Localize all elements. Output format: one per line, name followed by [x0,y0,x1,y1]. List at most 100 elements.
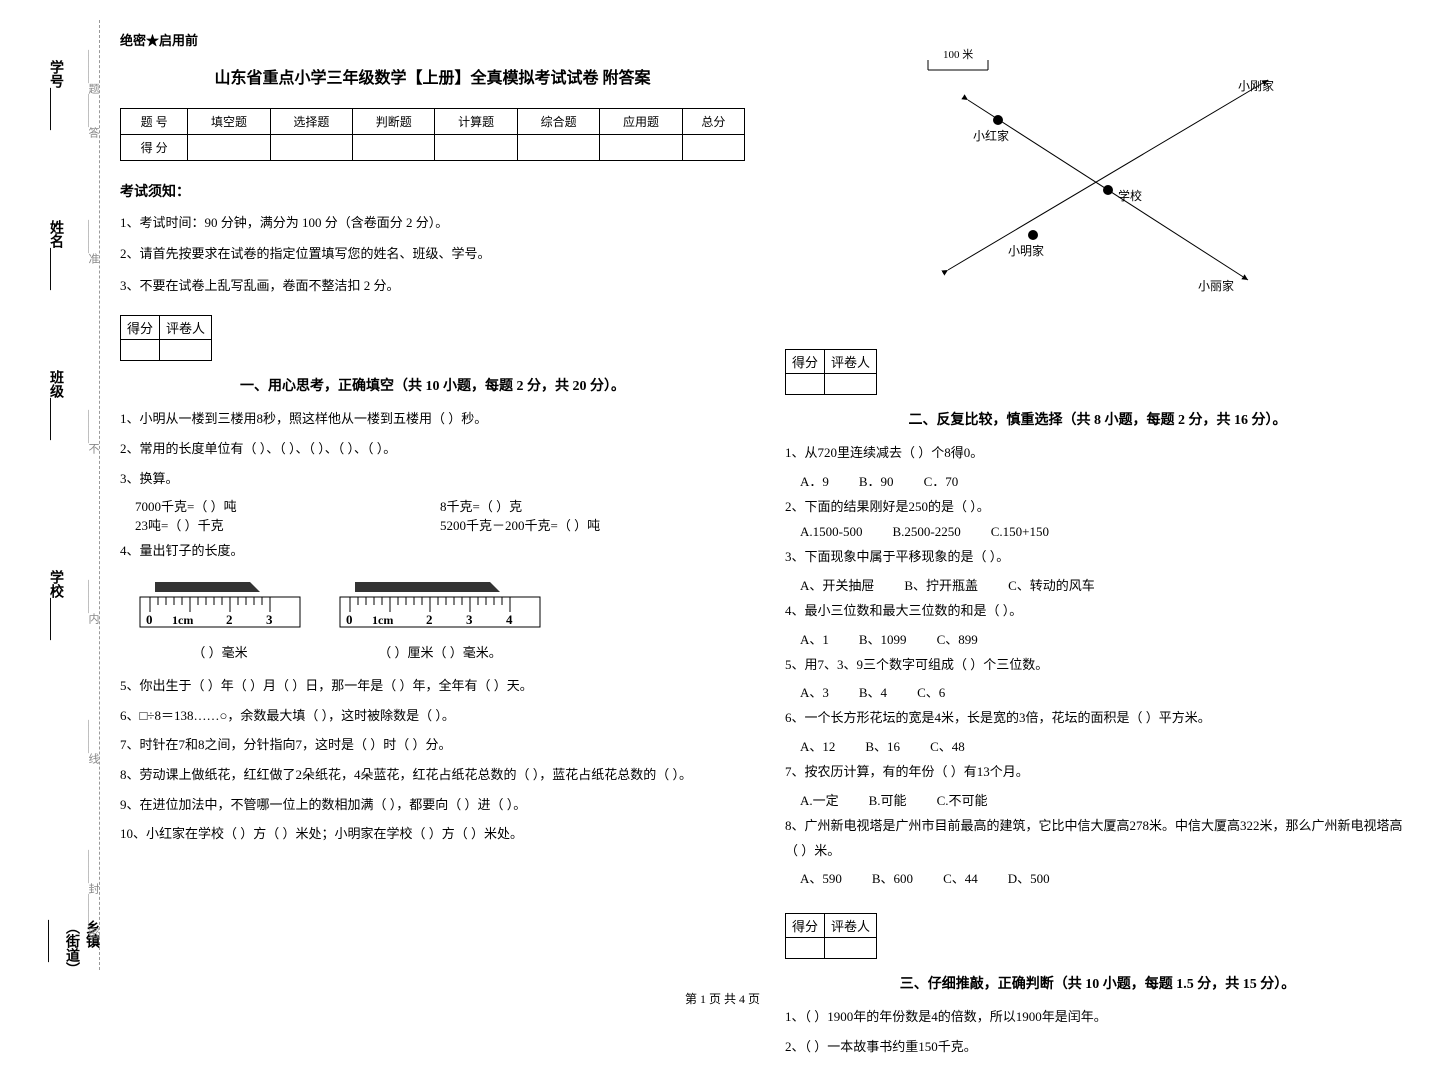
sidebar-label: 班级______ [45,370,65,440]
ruler-2: 0 1cm 2 3 4 （ ）厘米（ ）毫米。 [330,577,550,661]
opt: B、拧开瓶盖 [904,575,978,594]
svg-text:1cm: 1cm [172,613,193,627]
opt: C.150+150 [991,524,1049,540]
page-content: 绝密★启用前 山东省重点小学三年级数学【上册】全真模拟考试试卷 附答案 题 号 … [120,30,1410,1065]
svg-text:小丽家: 小丽家 [1198,278,1234,293]
q1-2: 2、常用的长度单位有（ ）、（ ）、（ ）、（ ）、（ ）。 [120,437,745,462]
section-score-box: 得分 评卷人 [120,315,212,361]
score-box-label: 评卷人 [160,316,212,340]
opt: C、899 [937,629,978,648]
svg-text:0: 0 [346,612,353,627]
svg-text:4: 4 [506,612,513,627]
section1-heading: 一、用心思考，正确填空（共 10 小题，每题 2 分，共 20 分）。 [120,375,745,395]
q3-2: 2、（ ）一本故事书约重150千克。 [785,1035,1410,1060]
svg-text:小明家: 小明家 [1008,243,1044,258]
score-cell [188,135,270,161]
sidebar-dotted: ______封______密 [85,850,101,938]
ruler2-caption: （ ）厘米（ ）毫米。 [330,642,550,661]
opt: A、12 [800,736,835,755]
q1-3a: 7000千克=（ ）吨 [135,496,440,515]
opt: A.一定 [800,790,839,809]
opt: B.2500-2250 [892,524,960,540]
q1-7: 7、时针在7和8之间，分针指向7，这时是（ ）时（ ）分。 [120,733,745,758]
exam-note: 2、请首先按要求在试卷的指定位置填写您的姓名、班级、学号。 [120,242,745,265]
sidebar-label: 姓名______ [45,220,65,290]
opt: B、600 [872,868,913,887]
q1-6: 6、□÷8＝138……○，余数最大填（ ），这时被除数是（ ）。 [120,704,745,729]
q1-3d: 5200千克－200千克=（ ）吨 [440,515,745,534]
score-header: 填空题 [188,109,270,135]
opt: C、转动的风车 [1008,575,1095,594]
opt: B、1099 [859,629,907,648]
svg-text:100 米: 100 米 [943,48,973,61]
exam-notes-title: 考试须知： [120,181,745,201]
exam-note: 1、考试时间：90 分钟，满分为 100 分（含卷面分 2 分）。 [120,211,745,234]
score-header: 应用题 [600,109,682,135]
opt: C.不可能 [937,790,988,809]
q2-3: 3、下面现象中属于平移现象的是（ ）。 [785,545,1410,570]
ruler1-caption: （ ）毫米 [130,642,310,661]
sidebar-dotted: ______内 [85,580,101,624]
svg-text:小刚家: 小刚家 [1238,78,1274,93]
q2-6: 6、一个长方形花坛的宽是4米，长是宽的3倍，花坛的面积是（ ）平方米。 [785,706,1410,731]
score-cell [600,135,682,161]
q3-1: 1、（ ）1900年的年份数是4的倍数，所以1900年是闰年。 [785,1005,1410,1030]
confidential-label: 绝密★启用前 [120,30,745,49]
score-cell [435,135,517,161]
score-box-label: 评卷人 [825,914,877,938]
score-box-label: 评卷人 [825,350,877,374]
q2-8: 8、广州新电视塔是广州市目前最高的建筑，它比中信大厦高278米。中信大厦高322… [785,814,1410,863]
score-cell [353,135,435,161]
opt: A.1500-500 [800,524,862,540]
score-cell [682,135,744,161]
opt: A、590 [800,868,842,887]
svg-text:3: 3 [266,612,273,627]
q2-5: 5、用7、3、9三个数字可组成（ ）个三位数。 [785,653,1410,678]
ruler-icon: 0 1cm 2 3 [130,577,310,637]
score-cell [517,135,599,161]
q1-10: 10、小红家在学校（ ）方（ ）米处；小明家在学校（ ）方（ ）米处。 [120,822,745,847]
opt: C．70 [924,471,959,490]
section2-heading: 二、反复比较，慎重选择（共 8 小题，每题 2 分，共 16 分）。 [785,409,1410,429]
score-header: 选择题 [270,109,352,135]
svg-text:学校: 学校 [1118,188,1142,203]
opt: A．9 [800,471,829,490]
exam-note: 3、不要在试卷上乱写乱画，卷面不整洁扣 2 分。 [120,274,745,297]
exam-title: 山东省重点小学三年级数学【上册】全真模拟考试试卷 附答案 [120,64,745,88]
map-icon: 100 米 小红家 学校 小明家 小刚家 小丽家 [888,40,1308,310]
opt: B.可能 [869,790,907,809]
q1-5: 5、你出生于（ ）年（ ）月（ ）日，那一年是（ ）年，全年有（ ）天。 [120,674,745,699]
sidebar-label: 学号______ [45,60,65,130]
opt: C、48 [930,736,965,755]
q1-9: 9、在进位加法中，不管哪一位上的数相加满（ ），都要向（ ）进（ ）。 [120,793,745,818]
section-score-box: 得分 评卷人 [785,349,877,395]
opt: D、500 [1008,868,1050,887]
opt: B．90 [859,471,894,490]
opt: B、16 [865,736,900,755]
q2-4: 4、最小三位数和最大三位数的和是（ ）。 [785,599,1410,624]
sidebar-dotted: ______不 [85,410,101,454]
q1-1: 1、小明从一楼到三楼用8秒，照这样他从一楼到五楼用（ ）秒。 [120,407,745,432]
sidebar-dotted: ______线 [85,720,101,764]
score-header: 综合题 [517,109,599,135]
right-column: 100 米 小红家 学校 小明家 小刚家 小丽家 得分 评卷人 [785,30,1410,1065]
score-header: 题 号 [121,109,188,135]
q1-3: 3、换算。 [120,467,745,492]
score-table: 题 号 填空题 选择题 判断题 计算题 综合题 应用题 总分 得 分 [120,108,745,161]
q2-7: 7、按农历计算，有的年份（ ）有13个月。 [785,760,1410,785]
score-header: 判断题 [353,109,435,135]
q2-2: 2、下面的结果刚好是250的是（ ）。 [785,495,1410,520]
score-header: 总分 [682,109,744,135]
score-box-label: 得分 [786,350,825,374]
section-score-box: 得分 评卷人 [785,913,877,959]
score-box-label: 得分 [786,914,825,938]
svg-text:2: 2 [426,612,433,627]
opt: C、6 [917,682,945,701]
sidebar-dotted: ______准 [85,220,101,264]
page-footer: 第 1 页 共 4 页 [0,990,1445,1007]
q1-8: 8、劳动课上做纸花，红红做了2朵纸花，4朵蓝花，红花占纸花总数的（ ），蓝花占纸… [120,763,745,788]
svg-text:1cm: 1cm [372,613,393,627]
ruler-icon: 0 1cm 2 3 4 [330,577,550,637]
score-box-label: 得分 [121,316,160,340]
opt: A、1 [800,629,829,648]
